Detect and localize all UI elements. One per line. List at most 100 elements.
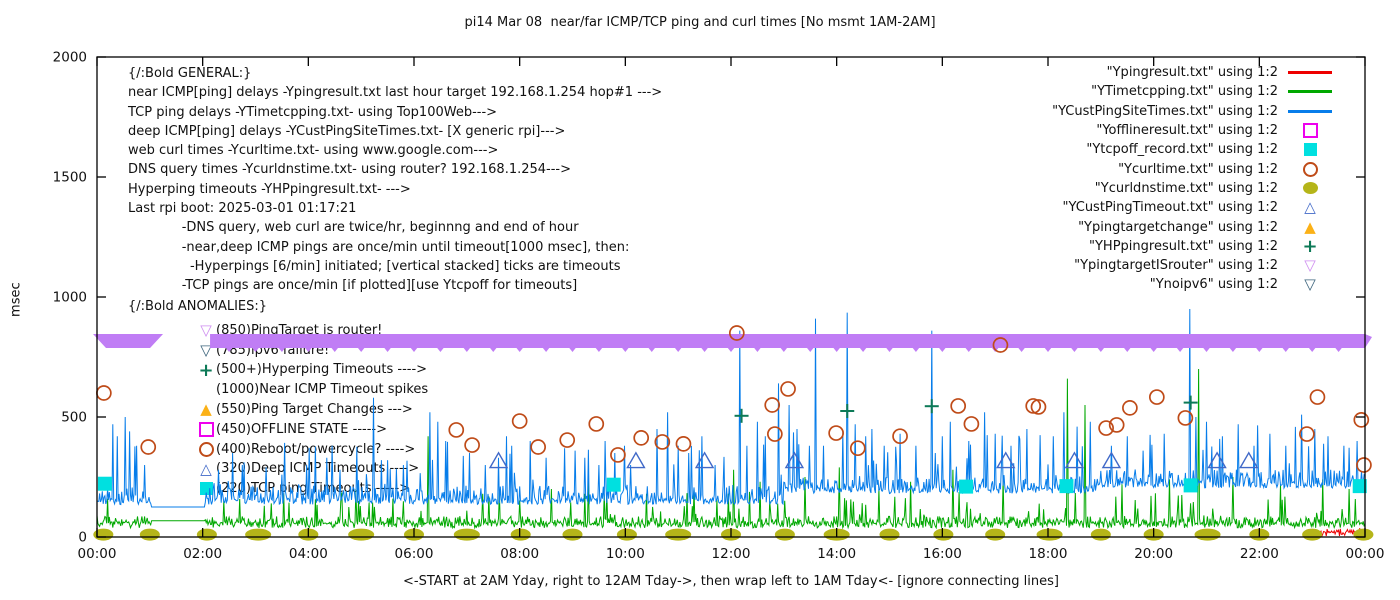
legend-entry: "Ynoipv6" using 1:2 ▽: [922, 275, 1342, 294]
legend-entry-label: "Ypingresult.txt" using 1:2: [1106, 65, 1278, 81]
legend-entry-marker-icon: [1278, 161, 1342, 177]
svg-text:18:00: 18:00: [1029, 546, 1068, 562]
general-note-line: DNS query times -Ycurldnstime.txt- using…: [128, 162, 572, 178]
anomaly-text: (320)Deep ICMP Timeouts ---->: [216, 461, 420, 477]
svg-text:2000: 2000: [53, 50, 87, 66]
legend-entry: "YHPpingresult.txt" using 1:2 +: [922, 237, 1342, 256]
legend-entry: "Ytcpoff_record.txt" using 1:2: [922, 140, 1342, 159]
anomaly-text: (550)Ping Target Changes --->: [216, 402, 413, 418]
general-note-line: {/:Bold GENERAL:}: [128, 66, 252, 81]
legend-entry-label: "Ynoipv6" using 1:2: [1149, 277, 1278, 293]
anomaly-line: (1000)Near ICMP Timeout spikes: [196, 380, 428, 399]
legend-entry: "YTimetcpping.txt" using 1:2: [922, 82, 1342, 101]
svg-text:04:00: 04:00: [289, 546, 328, 562]
anomaly-marker-icon: ▲: [200, 400, 212, 419]
legend-entry: "Ypingresult.txt" using 1:2: [922, 63, 1342, 82]
anomalies-header: {/:Bold ANOMALIES:}: [128, 298, 268, 314]
legend-entry-label: "Ypingtargetchange" using 1:2: [1078, 219, 1278, 235]
svg-text:0: 0: [78, 530, 87, 546]
svg-text:20:00: 20:00: [1134, 546, 1173, 562]
general-note-line: deep ICMP[ping] delays -YCustPingSiteTim…: [128, 123, 566, 139]
legend-entry-marker-icon: △: [1304, 198, 1316, 217]
chart-title: pi14 Mar 08 near/far ICMP/TCP ping and c…: [464, 15, 936, 30]
legend-entry-marker-icon: [1278, 143, 1342, 157]
svg-text:06:00: 06:00: [395, 546, 434, 562]
svg-text:02:00: 02:00: [183, 546, 222, 562]
legend-entry: "Ycurltime.txt" using 1:2: [922, 159, 1342, 178]
svg-text:22:00: 22:00: [1240, 546, 1279, 562]
legend-entry: "Yofflineresult.txt" using 1:2: [922, 121, 1342, 140]
legend-entry-marker-icon: ▲: [1304, 217, 1316, 236]
anomaly-text: (400)Reboot/powercycle? ---->: [216, 441, 416, 457]
general-note-line: -DNS query, web curl are twice/hr, begin…: [128, 220, 579, 236]
legend-entry-marker-icon: [1278, 71, 1342, 75]
general-note-line: near ICMP[ping] delays -Ypingresult.txt …: [128, 85, 663, 101]
anomalies-block: {/:Bold ANOMALIES:} ▽ (850)PingTarget is…: [128, 297, 428, 496]
legend-entry-marker-icon: ▽: [1304, 275, 1316, 294]
anomaly-marker-icon: [196, 441, 216, 457]
legend-entry-marker-icon: [1278, 182, 1342, 195]
anomaly-line: (400)Reboot/powercycle? ---->: [196, 440, 415, 459]
svg-text:14:00: 14:00: [817, 546, 856, 562]
svg-text:16:00: 16:00: [923, 546, 962, 562]
general-note-line: TCP ping delays -YTimetcpping.txt- using…: [128, 104, 498, 120]
y-axis-label: msec: [8, 282, 24, 317]
anomaly-line: (220)TCP ping Timeouts ----->: [196, 479, 410, 498]
anomaly-line: △ (320)Deep ICMP Timeouts ---->: [196, 460, 419, 479]
legend-entry-label: "Ycurltime.txt" using 1:2: [1118, 161, 1278, 177]
legend-entry-label: "YHPpingresult.txt" using 1:2: [1089, 238, 1278, 254]
anomaly-text: (500+)Hyperping Timeouts ---->: [216, 362, 428, 378]
legend-entry: "YpingtargetISrouter" using 1:2 ▽: [922, 256, 1342, 275]
legend-entry-label: "YTimetcpping.txt" using 1:2: [1091, 84, 1278, 100]
anomaly-line: ▽ (785)ipv6 failure!: [196, 341, 329, 360]
anomaly-marker-icon: [196, 482, 216, 496]
legend-entry-marker-icon: +: [1302, 235, 1318, 257]
svg-text:1500: 1500: [53, 170, 87, 186]
general-note-line: -near,deep ICMP pings are once/min until…: [128, 239, 630, 255]
anomaly-text: (220)TCP ping Timeouts ----->: [216, 481, 411, 497]
legend-entry: "YCustPingSiteTimes.txt" using 1:2: [922, 102, 1342, 121]
legend-entry-label: "YpingtargetISrouter" using 1:2: [1074, 258, 1278, 274]
anomaly-marker-icon: ▽: [200, 321, 212, 339]
anomaly-marker-icon: +: [198, 359, 214, 381]
svg-text:500: 500: [61, 410, 87, 426]
anomaly-text: (1000)Near ICMP Timeout spikes: [216, 382, 429, 398]
anomaly-marker-icon: ▽: [200, 340, 212, 359]
general-note-line: Hyperping timeouts -YHPpingresult.txt- -…: [128, 181, 411, 197]
general-note-line: -TCP pings are once/min [if plotted][use…: [128, 278, 578, 294]
svg-text:10:00: 10:00: [606, 546, 645, 562]
svg-text:00:00: 00:00: [78, 546, 117, 562]
legend-entry-marker-icon: [1278, 123, 1342, 139]
general-note-line: Last rpi boot: 2025-03-01 01:17:21: [128, 201, 357, 217]
svg-text:12:00: 12:00: [712, 546, 751, 562]
legend-entry-label: "Ycurldnstime.txt" using 1:2: [1094, 180, 1278, 196]
anomaly-marker-icon: △: [200, 459, 212, 478]
anomaly-line: ▲ (550)Ping Target Changes --->: [196, 400, 413, 419]
legend-entry-label: "YCustPingSiteTimes.txt" using 1:2: [1052, 103, 1278, 119]
legend-entry: "YCustPingTimeout.txt" using 1:2 △: [922, 198, 1342, 217]
legend-entry-marker-icon: ▽: [1304, 256, 1316, 275]
legend: "Ypingresult.txt" using 1:2 "YTimetcppin…: [922, 63, 1342, 295]
legend-entry-marker-icon: [1278, 90, 1342, 94]
anomaly-line: ▽ (850)PingTarget is router!: [196, 321, 382, 340]
anomaly-line: (450)OFFLINE STATE ----->: [196, 420, 387, 439]
svg-text:08:00: 08:00: [500, 546, 539, 562]
legend-entry-label: "YCustPingTimeout.txt" using 1:2: [1062, 200, 1278, 216]
legend-entry-label: "Yofflineresult.txt" using 1:2: [1096, 123, 1278, 139]
x-axis-caption: <-START at 2AM Yday, right to 12AM Tday-…: [403, 574, 1059, 589]
legend-entry-marker-icon: [1278, 109, 1342, 113]
legend-entry: "Ycurldnstime.txt" using 1:2: [922, 179, 1342, 198]
anomaly-marker-icon: [196, 422, 216, 437]
svg-text:00:00: 00:00: [1346, 546, 1385, 562]
legend-entry: "Ypingtargetchange" using 1:2 ▲: [922, 217, 1342, 236]
anomaly-line: + (500+)Hyperping Timeouts ---->: [196, 361, 427, 380]
anomaly-text: (785)ipv6 failure!: [216, 342, 330, 358]
anomaly-text: (850)PingTarget is router!: [216, 322, 383, 338]
general-note-line: web curl times -Ycurltime.txt- using www…: [128, 143, 499, 159]
legend-entry-label: "Ytcpoff_record.txt" using 1:2: [1086, 142, 1278, 158]
svg-text:1000: 1000: [53, 290, 87, 306]
anomaly-text: (450)OFFLINE STATE ----->: [216, 421, 387, 437]
general-note-line: -Hyperpings [6/min] initiated; [vertical…: [128, 258, 621, 274]
general-notes-block: {/:Bold GENERAL:} near ICMP[ping] delays …: [128, 64, 662, 296]
